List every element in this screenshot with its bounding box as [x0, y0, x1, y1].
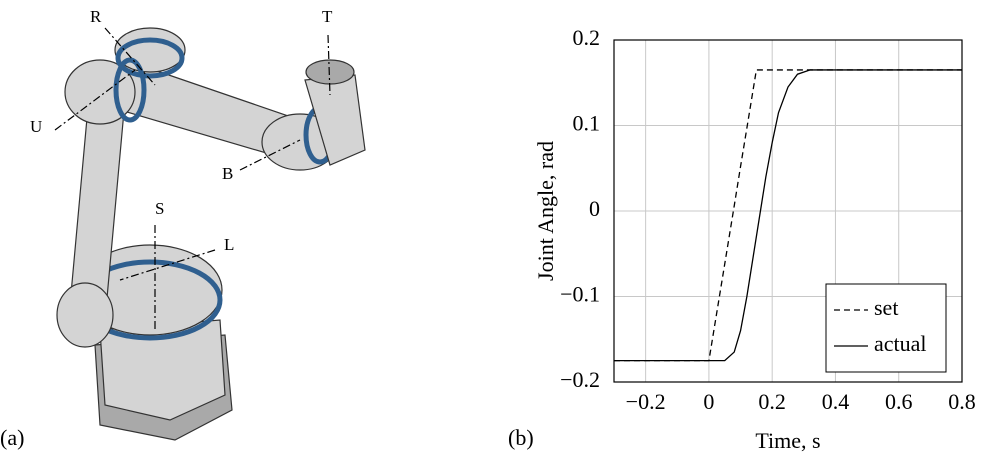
panel-label: (a) [0, 425, 24, 450]
blue-ring [113, 57, 147, 123]
axis-line [239, 139, 301, 171]
x-tick-label: 0.2 [758, 389, 786, 414]
axis-label: R [90, 7, 102, 26]
axis-label: L [224, 235, 234, 254]
y-tick-label: 0.1 [573, 111, 601, 136]
blue-ring [115, 37, 185, 79]
plot-frame [613, 39, 963, 383]
x-axis-label: Time, s [755, 428, 820, 453]
y-tick-label: −0.2 [560, 367, 600, 392]
y-tick-label: −0.1 [560, 282, 600, 307]
axis-line [104, 27, 156, 86]
axis-line [54, 69, 136, 131]
plot: −0.2 0 0.2 0.4 0.6 0.8 −0.2 −0.1 0 0.1 0.2 set actua… [560, 25, 976, 414]
x-tick-label: 0.6 [885, 389, 913, 414]
y-tick-label: 0 [589, 196, 600, 221]
x-tick-label: 0 [703, 389, 714, 414]
legend-label: set [874, 295, 898, 320]
panel-label: (b) [508, 425, 534, 450]
y-axis-label: Joint Angle, rad [533, 141, 558, 281]
shoulder-joint [56, 282, 114, 348]
axis-line [119, 249, 216, 281]
x-tick-label: −0.2 [626, 389, 666, 414]
y-tick-label: 0.2 [573, 25, 601, 50]
flange [305, 59, 355, 85]
series-line [614, 69, 962, 362]
axis-label: S [155, 199, 164, 218]
series-line [614, 69, 962, 362]
r-joint [114, 27, 186, 73]
x-tick-label: 0.8 [948, 389, 976, 414]
axis-line [327, 34, 331, 96]
axis-label: U [30, 117, 42, 136]
axis-label: B [222, 164, 233, 183]
axis-label: T [322, 7, 333, 26]
legend-label: actual [874, 331, 927, 356]
robot-diagram: R T U B S L [30, 7, 366, 441]
legend-box [825, 283, 947, 373]
x-tick-label: 0.4 [822, 389, 850, 414]
